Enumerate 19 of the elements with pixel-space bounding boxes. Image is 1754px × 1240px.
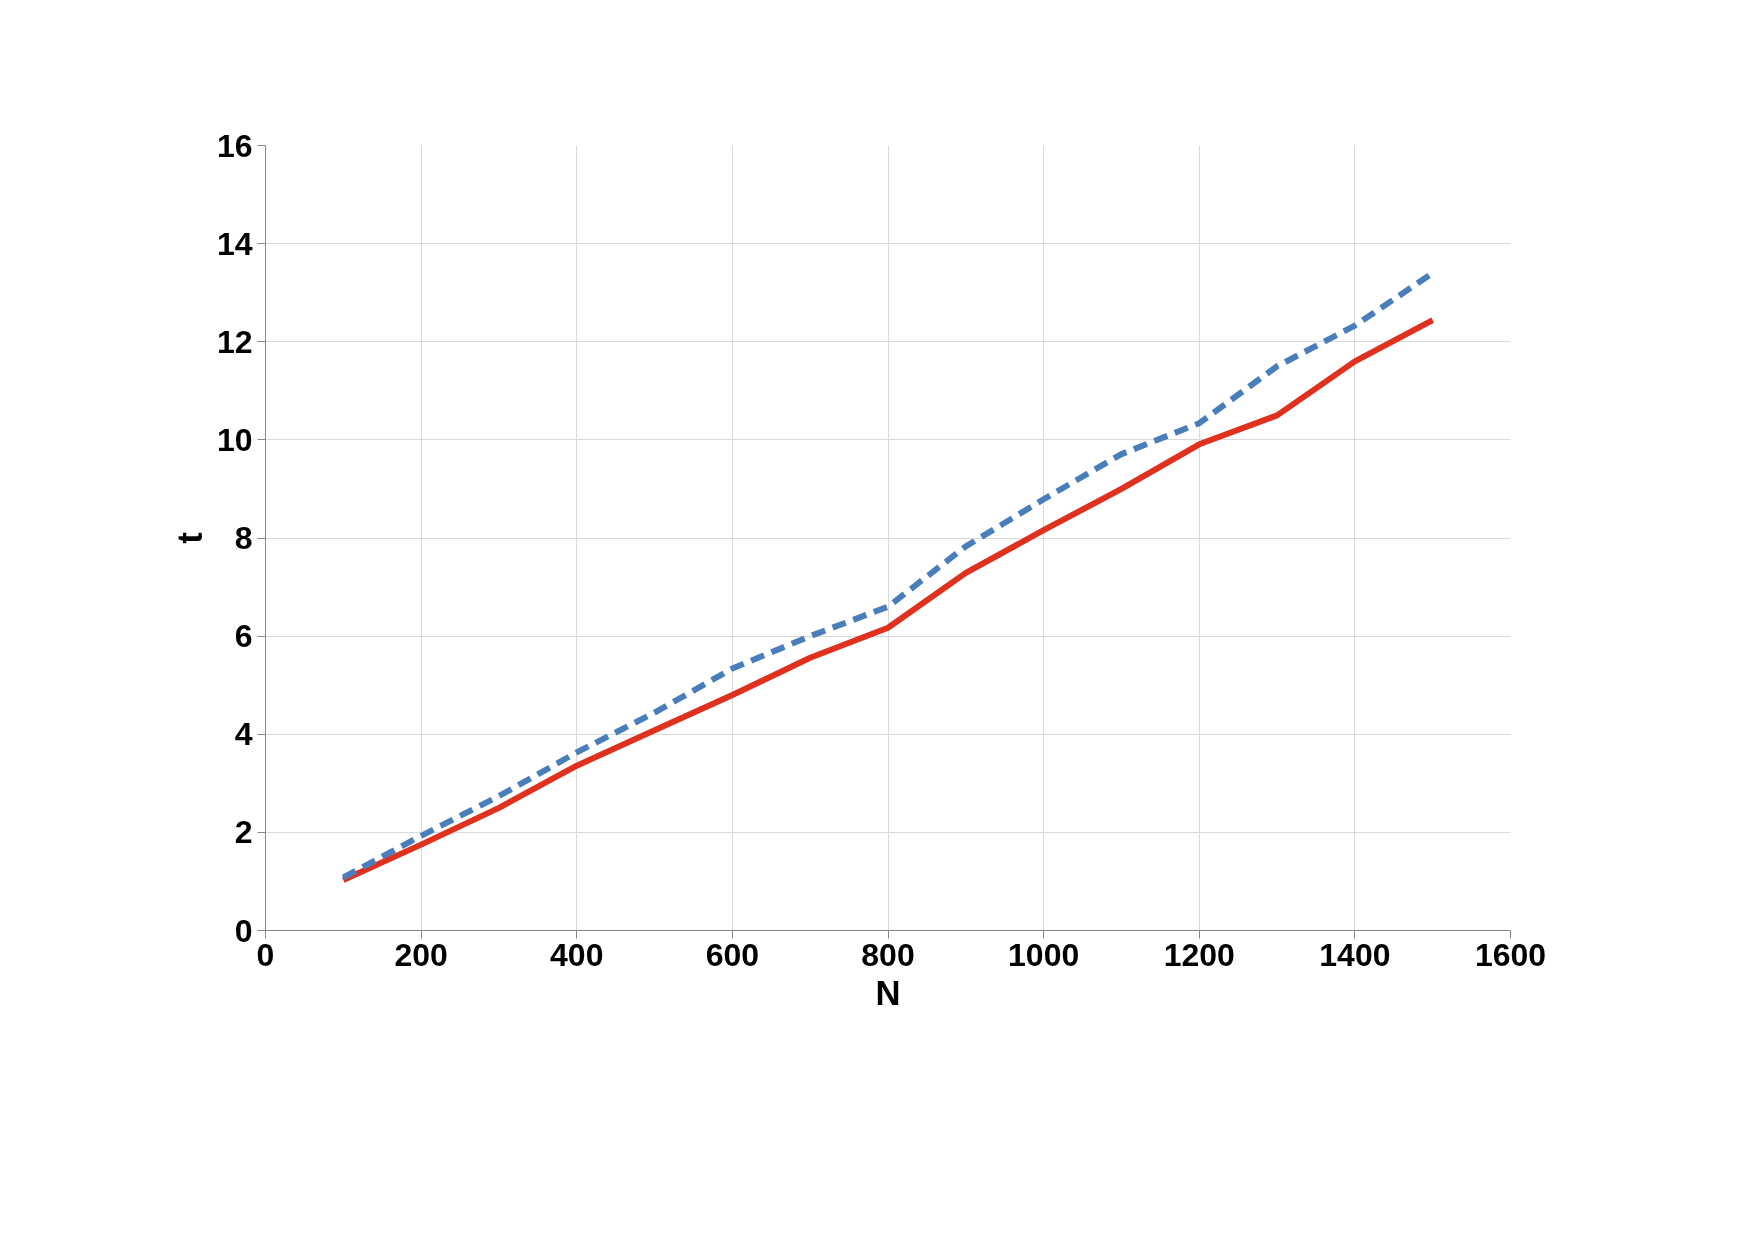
x-tick-label: 400	[550, 936, 604, 973]
x-tick-label: 600	[705, 936, 760, 973]
y-tick-label: 16	[216, 127, 253, 164]
x-tick-label: 1000	[1008, 936, 1080, 973]
x-axis-title: N	[875, 973, 901, 1012]
y-tick-label: 14	[216, 225, 253, 262]
y-tick-label: 12	[216, 323, 253, 360]
x-tick-label: 800	[861, 936, 915, 973]
x-tick-label: 1600	[1474, 936, 1547, 973]
y-tick-label: 6	[234, 618, 253, 655]
y-axis-title: t	[170, 531, 209, 544]
x-tick-label: 1400	[1319, 936, 1391, 973]
x-tick-label: 1200	[1163, 936, 1235, 973]
y-tick-label: 2	[234, 814, 253, 851]
x-tick-label: 200	[394, 936, 448, 973]
y-tick-label: 4	[234, 716, 253, 753]
y-tick-label: 10	[216, 421, 253, 458]
y-tick-label: 0	[234, 912, 253, 949]
y-tick-label: 8	[234, 520, 253, 556]
